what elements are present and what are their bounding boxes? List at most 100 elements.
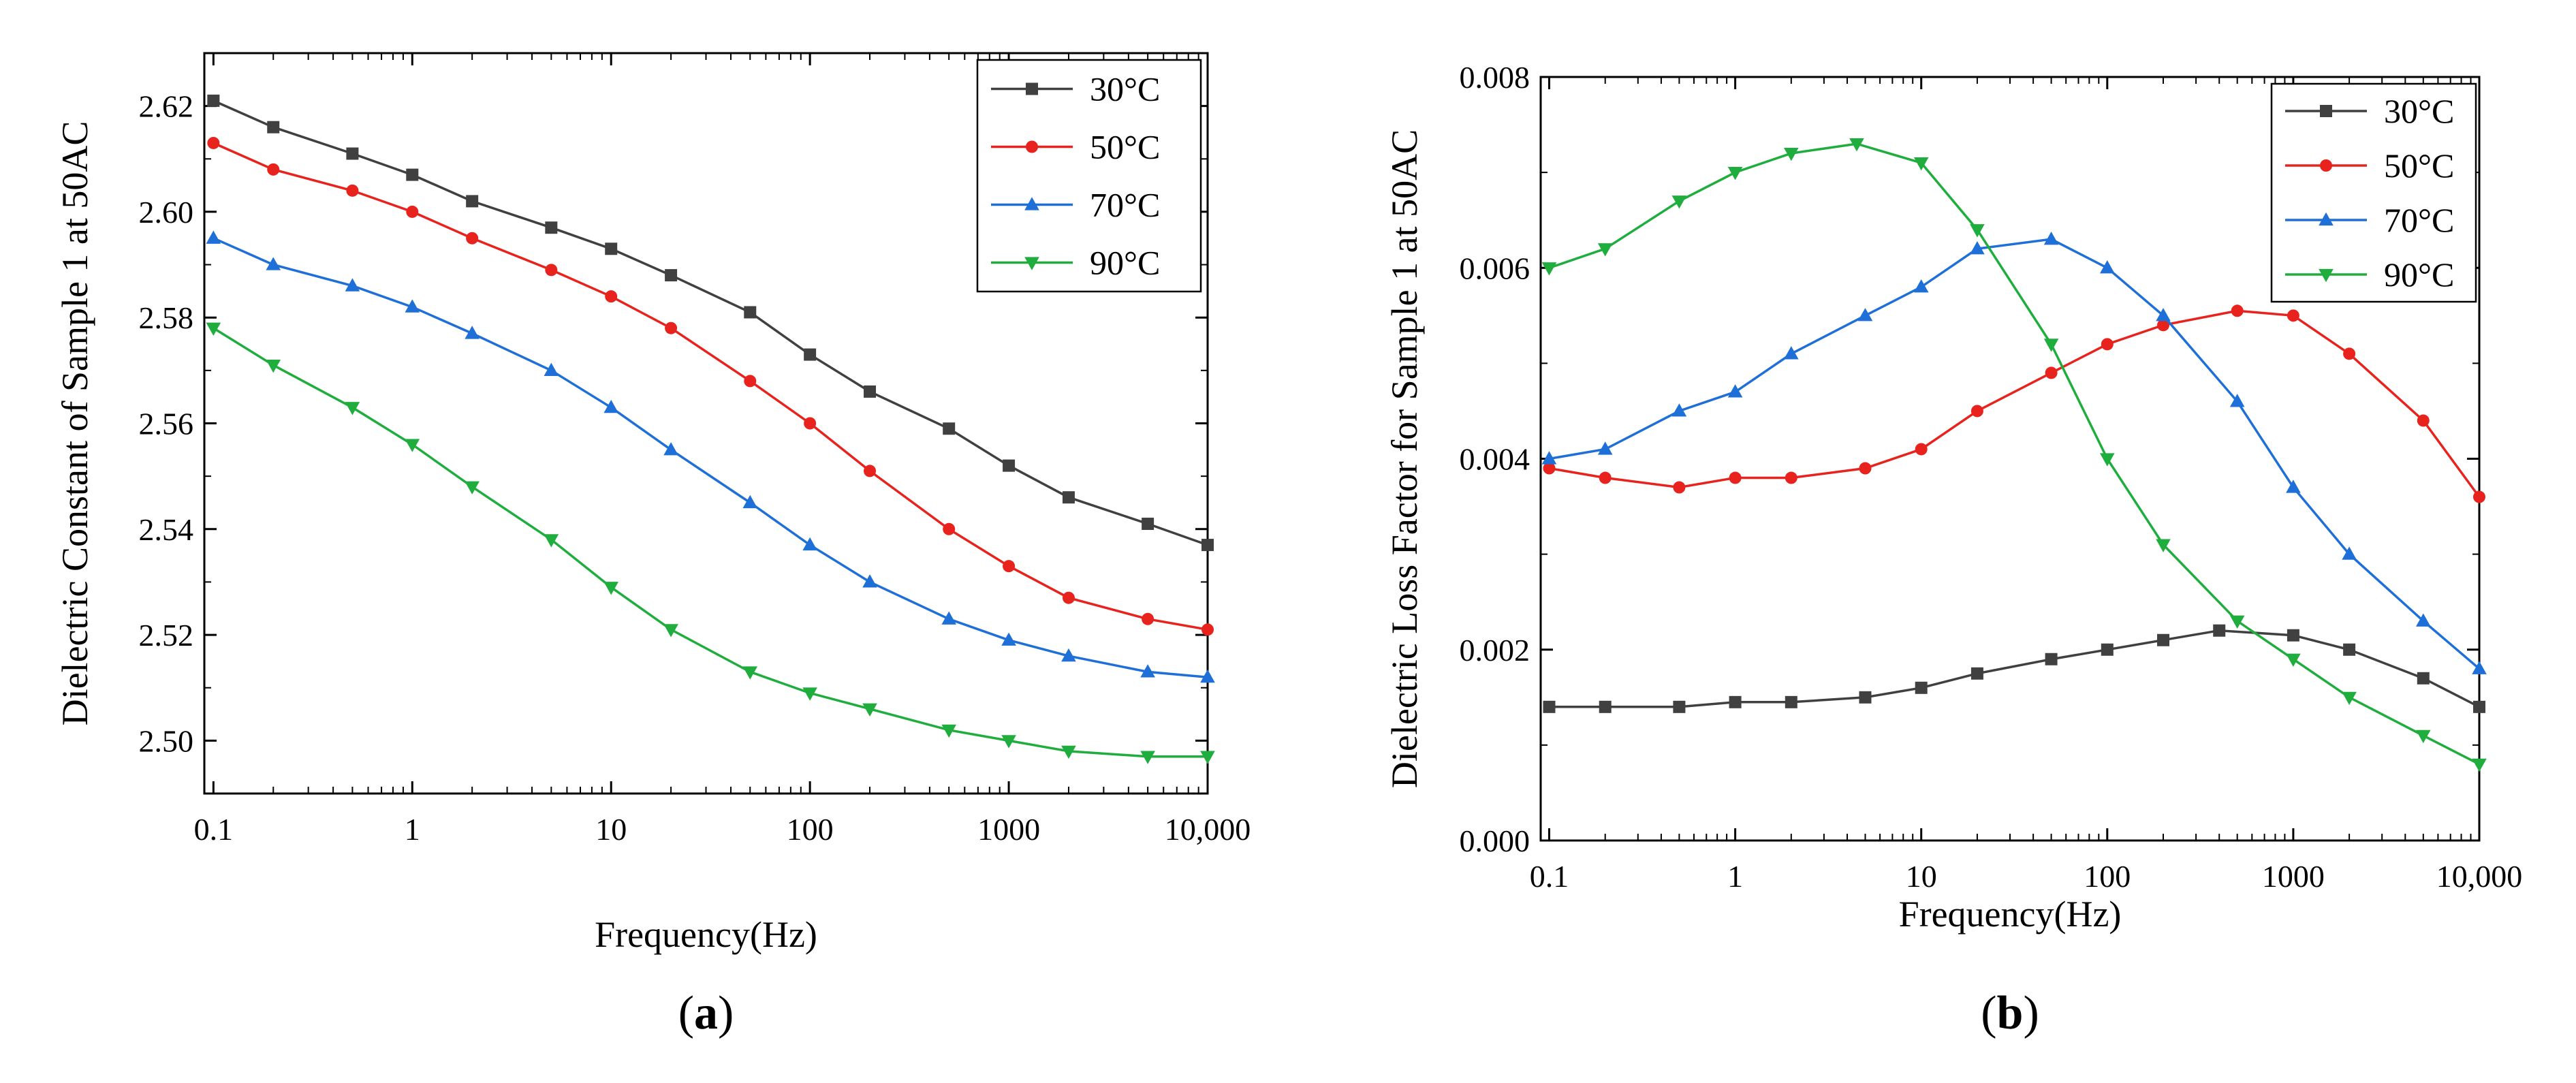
- data-point-marker: [665, 269, 678, 282]
- series-line-3: [1548, 142, 2480, 766]
- data-point-marker: [742, 495, 758, 509]
- data-point-marker: [941, 724, 956, 738]
- data-point-marker: [544, 534, 559, 548]
- data-point-marker: [2229, 394, 2245, 407]
- data-point-marker: [1727, 167, 1743, 180]
- series-line-2: [1549, 238, 2481, 670]
- panel-label-paren-open: (: [678, 987, 694, 1039]
- data-point-marker: [267, 121, 280, 134]
- data-point-marker: [2343, 643, 2356, 656]
- data-point-marker: [943, 522, 956, 535]
- x-tick-label: 1000: [977, 812, 1040, 847]
- data-point-marker: [1061, 745, 1076, 759]
- data-point-marker: [2043, 231, 2059, 245]
- data-point-marker: [1859, 462, 1872, 475]
- data-point-marker: [744, 306, 757, 319]
- data-point-marker: [2415, 613, 2431, 627]
- data-point-marker: [1001, 632, 1016, 646]
- data-point-marker: [2045, 653, 2058, 665]
- data-point-marker: [2213, 624, 2226, 637]
- data-point-marker: [603, 399, 619, 413]
- data-point-marker: [1849, 138, 1864, 152]
- data-point-marker: [2156, 308, 2171, 321]
- data-point-marker: [545, 221, 558, 234]
- panel-label-paren-close: ): [2023, 987, 2039, 1039]
- y-tick-label: 2.62: [139, 89, 194, 124]
- data-point-marker: [1784, 148, 1799, 161]
- data-point-marker: [1913, 279, 1929, 293]
- data-point-marker: [665, 321, 678, 334]
- panel-label-paren-open: (: [1981, 987, 1996, 1039]
- data-point-marker: [605, 242, 618, 255]
- y-tick-label: 2.56: [139, 407, 194, 441]
- panel-label-paren-close: ): [718, 987, 734, 1039]
- panel-label: (b): [1981, 987, 2039, 1039]
- data-point-marker: [346, 184, 359, 197]
- y-tick-label: 2.54: [139, 512, 194, 547]
- legend-label: 70°C: [1090, 186, 1160, 224]
- legend-marker: [1026, 140, 1038, 153]
- data-point-marker: [1671, 195, 1687, 209]
- x-tick-label: 10,000: [1165, 812, 1251, 847]
- data-point-marker: [545, 264, 558, 277]
- data-point-marker: [1915, 443, 1928, 456]
- data-point-marker: [804, 348, 817, 361]
- data-point-marker: [465, 326, 480, 339]
- legend-label: 50°C: [2384, 146, 2454, 185]
- data-point-marker: [1200, 669, 1215, 683]
- data-point-marker: [2099, 453, 2115, 467]
- data-point-marker: [1785, 695, 1797, 708]
- data-point-marker: [1970, 224, 1985, 238]
- y-axis-title: Dielectric Loss Factor for Sample 1 at 5…: [1384, 129, 1425, 788]
- data-point-marker: [2342, 691, 2357, 706]
- series-line-0: [213, 99, 1208, 546]
- data-point-marker: [2286, 480, 2301, 493]
- legend-label: 90°C: [1090, 244, 1160, 282]
- legend-marker: [2319, 268, 2334, 283]
- x-tick-label: 1: [1727, 859, 1743, 894]
- data-point-marker: [267, 163, 280, 176]
- chart-panel-b: 0.1 1 10 100 1000 10,000 0.000 0.002 0.004 0.006 0…: [1384, 60, 2522, 1039]
- data-point-marker: [1142, 518, 1155, 531]
- data-point-marker: [804, 417, 817, 430]
- data-point-marker: [2417, 672, 2430, 685]
- legend: 30°C 50°C 70°C 90°C: [976, 59, 1202, 293]
- data-point-marker: [2156, 539, 2171, 552]
- legend-box: [2270, 82, 2477, 303]
- data-point-marker: [943, 422, 956, 435]
- data-point-marker: [862, 703, 877, 717]
- data-point-marker: [2043, 339, 2059, 352]
- series-line-3: [213, 327, 1208, 758]
- data-point-marker: [2415, 729, 2431, 744]
- x-tick-label: 10: [595, 812, 627, 847]
- data-point-marker: [1671, 403, 1687, 417]
- data-point-marker: [1541, 262, 1557, 276]
- legend-marker: [2320, 105, 2332, 117]
- data-point-marker: [1857, 308, 1873, 321]
- y-tick-label: 2.50: [139, 723, 194, 758]
- legend: 30°C 50°C 70°C 90°C: [2270, 82, 2477, 303]
- data-point-marker: [663, 442, 678, 456]
- y-tick-label: 0.006: [1460, 251, 1530, 285]
- y-tick-label: 0.004: [1460, 442, 1530, 477]
- x-tick-label: 0.1: [194, 812, 234, 847]
- series-line-0: [1549, 629, 2480, 708]
- data-point-marker: [544, 362, 559, 376]
- chart-panel-a: 0.1 1 10 100 1000 10,000 2.50 2.52 2.54 2.56 2.58 2…: [54, 52, 1251, 1039]
- data-point-marker: [1970, 240, 1985, 255]
- legend-marker: [2319, 212, 2334, 226]
- data-point-marker: [1913, 157, 1929, 171]
- data-point-marker: [2099, 260, 2115, 274]
- data-point-marker: [1729, 695, 1742, 708]
- data-point-marker: [1201, 539, 1214, 552]
- data-point-marker: [1140, 664, 1155, 678]
- data-point-marker: [2343, 347, 2356, 360]
- data-point-marker: [2473, 490, 2485, 503]
- data-point-marker: [1599, 700, 1612, 713]
- data-point-marker: [1541, 451, 1557, 465]
- data-point-marker: [406, 168, 419, 181]
- series-line-1: [213, 142, 1208, 631]
- data-point-marker: [466, 195, 479, 208]
- y-tick-label: 0.008: [1460, 60, 1530, 95]
